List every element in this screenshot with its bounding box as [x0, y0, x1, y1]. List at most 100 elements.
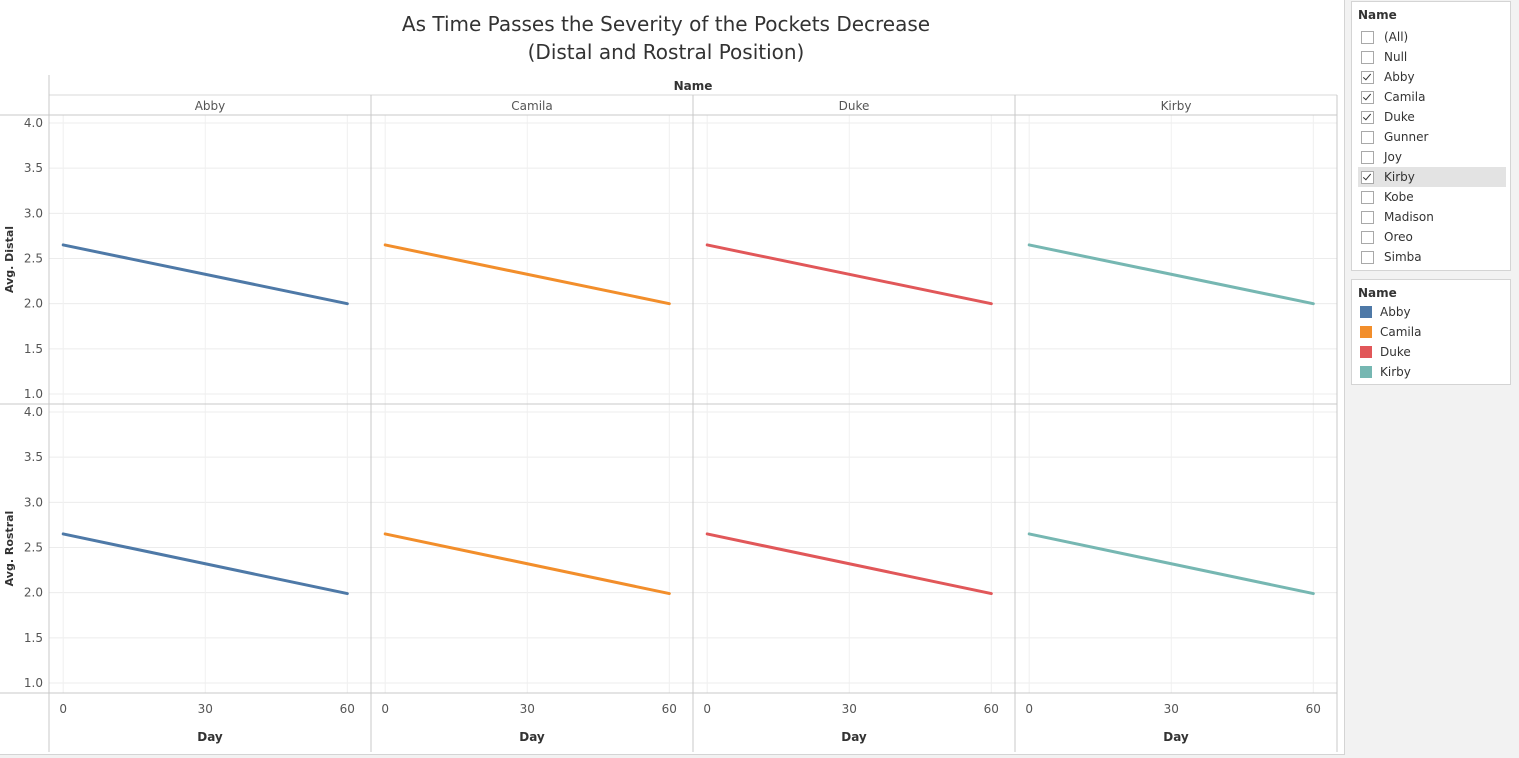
chart-title: As Time Passes the Severity of the Pocke… — [50, 10, 1282, 66]
y-tick-label: 2.0 — [24, 586, 43, 600]
filter-item-duke[interactable]: Duke — [1358, 107, 1506, 127]
checkbox-icon[interactable] — [1361, 50, 1374, 64]
filter-item-null[interactable]: Null — [1358, 47, 1506, 67]
filter-item-label: Madison — [1384, 210, 1434, 224]
x-tick-label: 0 — [703, 702, 711, 716]
x-tick-label: 30 — [198, 702, 213, 716]
checkbox-icon[interactable] — [1361, 230, 1374, 244]
x-tick-label: 60 — [984, 702, 999, 716]
y-tick-label: 1.5 — [24, 631, 43, 645]
column-header-camila: Camila — [511, 99, 552, 113]
checkbox-icon[interactable] — [1361, 150, 1374, 164]
y-tick-label: 1.0 — [24, 676, 43, 690]
y-axis-title: Avg. Distal — [3, 226, 16, 293]
y-tick-label: 3.5 — [24, 161, 43, 175]
filter-item-label: Simba — [1384, 250, 1422, 264]
filter-item-label: Oreo — [1384, 230, 1413, 244]
filter-title: Name — [1358, 8, 1397, 22]
filter-item-label: Kirby — [1384, 170, 1415, 184]
filter-item-joy[interactable]: Joy — [1358, 147, 1506, 167]
x-axis-title: Day — [1163, 730, 1189, 744]
visualization-area: As Time Passes the Severity of the Pocke… — [0, 0, 1345, 755]
legend-item-abby[interactable]: Abby — [1358, 302, 1506, 322]
series-line-duke — [705, 243, 993, 306]
x-tick-label: 60 — [1306, 702, 1321, 716]
filter-item-label: Camila — [1384, 90, 1426, 104]
y-tick-label: 4.0 — [24, 116, 43, 130]
filter-item-label: Duke — [1384, 110, 1415, 124]
series-line-kirby — [1027, 243, 1315, 306]
name-filter-panel: Name (All) Null Abby Camila Duke Gunner Joy Kir… — [1351, 1, 1511, 271]
x-tick-label: 60 — [662, 702, 677, 716]
filter-item-label: Null — [1384, 50, 1408, 64]
series-line-camila — [383, 532, 671, 596]
series-line-camila — [383, 243, 671, 306]
filter-item-gunner[interactable]: Gunner — [1358, 127, 1506, 147]
filter-item-label: Joy — [1384, 150, 1402, 164]
filter-item-simba[interactable]: Simba — [1358, 247, 1506, 267]
legend-swatch — [1360, 326, 1372, 338]
checkbox-icon[interactable] — [1361, 170, 1374, 184]
filter-item-madison[interactable]: Madison — [1358, 207, 1506, 227]
y-axis-title: Avg. Rostral — [3, 511, 16, 587]
filter-item-label: Kobe — [1384, 190, 1414, 204]
checkbox-icon[interactable] — [1361, 70, 1374, 84]
chart-title-line-2: (Distal and Rostral Position) — [527, 40, 805, 64]
column-header-abby: Abby — [195, 99, 226, 113]
checkbox-icon[interactable] — [1361, 250, 1374, 264]
x-axis-title: Day — [197, 730, 223, 744]
legend-title: Name — [1358, 286, 1397, 300]
y-tick-label: 2.5 — [24, 252, 43, 266]
filter-item-camila[interactable]: Camila — [1358, 87, 1506, 107]
filter-item-label: Gunner — [1384, 130, 1429, 144]
column-header-label: Name — [674, 79, 713, 93]
filter-item-oreo[interactable]: Oreo — [1358, 227, 1506, 247]
filter-item-label: Abby — [1384, 70, 1415, 84]
legend-item-camila[interactable]: Camila — [1358, 322, 1506, 342]
chart-canvas: Name Abby Camila Duke Kirby 4.0 3.5 3.0 2.5 2.0 1.… — [0, 75, 1338, 752]
legend-item-duke[interactable]: Duke — [1358, 342, 1506, 362]
color-legend-panel: Name Abby Camila Duke Kirby — [1351, 279, 1511, 385]
y-tick-label: 3.5 — [24, 450, 43, 464]
legend-item-label: Kirby — [1380, 365, 1411, 379]
y-tick-label: 2.5 — [24, 541, 43, 555]
legend-item-label: Camila — [1380, 325, 1422, 339]
x-tick-label: 0 — [1025, 702, 1033, 716]
filter-item-all[interactable]: (All) — [1358, 27, 1506, 47]
checkbox-icon[interactable] — [1361, 30, 1374, 44]
x-axis-title: Day — [841, 730, 867, 744]
series-line-abby — [61, 243, 349, 306]
y-tick-label: 1.5 — [24, 342, 43, 356]
column-header-kirby: Kirby — [1161, 99, 1192, 113]
filter-item-kirby[interactable]: Kirby — [1358, 167, 1506, 187]
column-header-duke: Duke — [839, 99, 870, 113]
series-line-kirby — [1027, 532, 1315, 596]
legend-item-kirby[interactable]: Kirby — [1358, 362, 1506, 382]
filter-item-label: (All) — [1384, 30, 1409, 44]
checkbox-icon[interactable] — [1361, 130, 1374, 144]
chart-title-line-1: As Time Passes the Severity of the Pocke… — [401, 12, 931, 36]
checkbox-icon[interactable] — [1361, 110, 1374, 124]
x-tick-label: 30 — [842, 702, 857, 716]
legend-item-label: Duke — [1380, 345, 1411, 359]
x-tick-label: 0 — [59, 702, 67, 716]
filter-item-kobe[interactable]: Kobe — [1358, 187, 1506, 207]
series-line-abby — [61, 532, 349, 596]
x-axis-title: Day — [519, 730, 545, 744]
x-tick-label: 0 — [381, 702, 389, 716]
y-tick-label: 4.0 — [24, 405, 43, 419]
x-tick-label: 30 — [1164, 702, 1179, 716]
y-tick-label: 1.0 — [24, 387, 43, 401]
x-tick-label: 30 — [520, 702, 535, 716]
legend-swatch — [1360, 366, 1372, 378]
y-tick-label: 2.0 — [24, 297, 43, 311]
y-tick-label: 3.0 — [24, 495, 43, 509]
y-tick-label: 3.0 — [24, 206, 43, 220]
checkbox-icon[interactable] — [1361, 90, 1374, 104]
series-line-duke — [705, 532, 993, 596]
checkbox-icon[interactable] — [1361, 210, 1374, 224]
legend-swatch — [1360, 346, 1372, 358]
filter-item-abby[interactable]: Abby — [1358, 67, 1506, 87]
legend-swatch — [1360, 306, 1372, 318]
checkbox-icon[interactable] — [1361, 190, 1374, 204]
